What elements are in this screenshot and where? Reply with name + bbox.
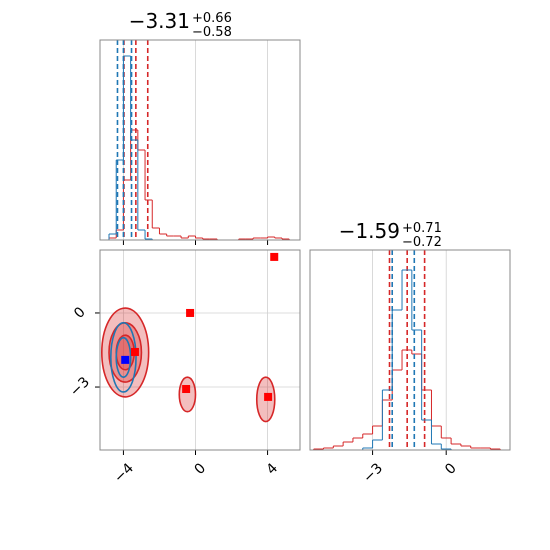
y-tick-label: −3	[67, 374, 93, 400]
x-tick-label: −3	[360, 460, 386, 486]
marker	[182, 385, 191, 394]
x-tick-label: 4	[264, 460, 282, 478]
x-tick-label: 0	[442, 460, 460, 478]
plot-area	[101, 40, 297, 240]
title-sup: +0.66	[192, 11, 232, 26]
panel-title: −1.59	[339, 219, 400, 243]
contour	[178, 376, 197, 413]
y-tick-label: 0	[71, 304, 89, 322]
panel-title: −3.31	[129, 9, 190, 33]
x-tick-label: 0	[191, 460, 209, 478]
marker	[264, 392, 273, 401]
contour	[110, 322, 137, 393]
marker	[270, 252, 279, 261]
title-sub: −0.72	[402, 235, 442, 250]
contour	[101, 307, 150, 398]
title-sub: −0.58	[192, 25, 232, 40]
title-sup: +0.71	[402, 221, 442, 236]
panel-frame	[99, 39, 301, 241]
panel-frame	[99, 249, 301, 451]
marker	[121, 355, 130, 364]
contour	[115, 336, 132, 378]
x-tick-label: −4	[111, 460, 137, 486]
plot-area	[101, 252, 279, 423]
marker	[186, 308, 195, 317]
plot-area	[313, 250, 510, 450]
marker	[130, 347, 139, 356]
panel-frame	[309, 249, 511, 451]
